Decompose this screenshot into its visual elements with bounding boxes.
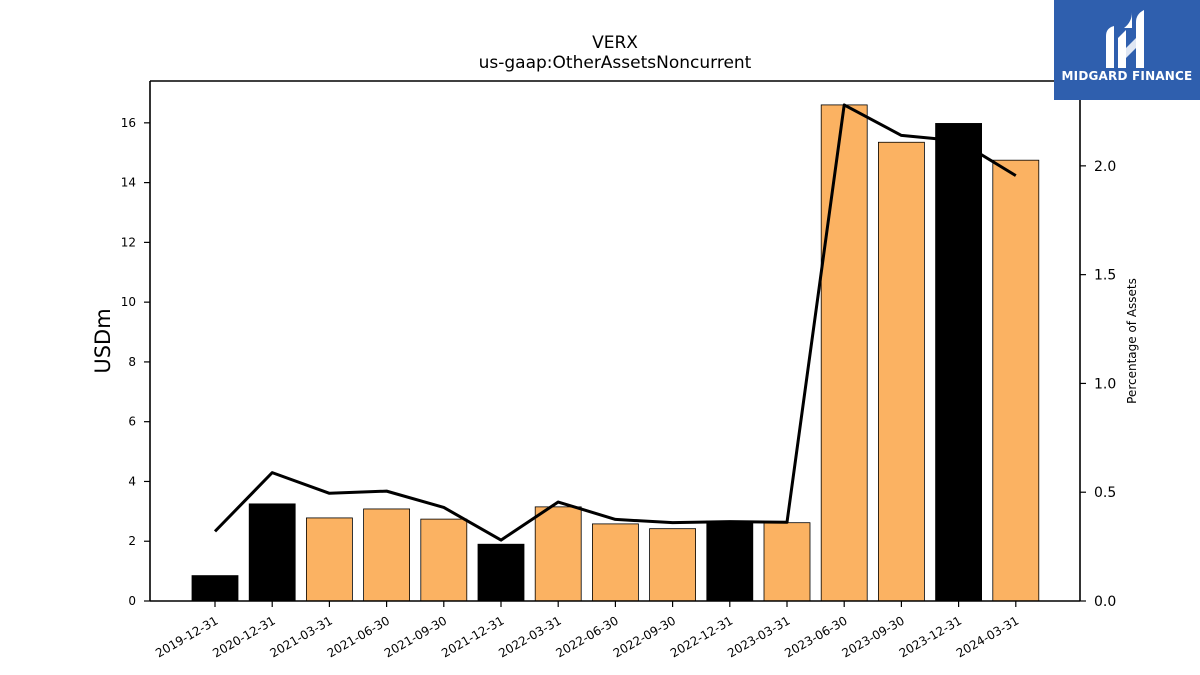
bar-2023-12-31 bbox=[935, 123, 982, 602]
y2-tick-label: 0.0 bbox=[1094, 594, 1116, 610]
y-tick-label: 0 bbox=[128, 594, 136, 608]
y-tick-label: 2 bbox=[128, 534, 136, 548]
y2-tick-label: 1.5 bbox=[1094, 268, 1116, 284]
bar-2022-09-30 bbox=[649, 528, 696, 602]
x-tick-label: 2023-06-30 bbox=[782, 613, 849, 660]
x-tick-label: 2021-09-30 bbox=[382, 613, 449, 660]
bar-2022-12-31 bbox=[706, 520, 754, 602]
chart-subtitle: us-gaap:OtherAssetsNoncurrent bbox=[479, 53, 752, 73]
bar-2019-12-31 bbox=[191, 575, 239, 602]
x-tick-label: 2021-12-31 bbox=[439, 613, 506, 660]
y2-tick-label: 1.0 bbox=[1094, 376, 1116, 392]
y2-axis-label: Percentage of Assets bbox=[1125, 278, 1139, 404]
bar-2023-09-30 bbox=[878, 141, 925, 602]
bar-2021-09-30 bbox=[420, 518, 468, 602]
y-tick-label: 8 bbox=[128, 355, 136, 369]
x-tick-label: 2022-12-31 bbox=[668, 613, 735, 660]
y-tick-label: 4 bbox=[128, 474, 136, 488]
y-tick-label: 16 bbox=[121, 116, 136, 130]
x-tick-label: 2022-06-30 bbox=[553, 613, 620, 660]
chart-title: VERX bbox=[592, 33, 638, 53]
bar-2021-03-31 bbox=[305, 517, 353, 602]
x-tick-label: 2023-12-31 bbox=[897, 613, 964, 660]
bar-2021-06-30 bbox=[363, 508, 411, 602]
y-tick-label: 6 bbox=[128, 415, 136, 429]
bar-2020-12-31 bbox=[248, 503, 296, 602]
y2-tick-label: 2.0 bbox=[1094, 159, 1116, 175]
x-tick-label: 2021-06-30 bbox=[325, 613, 392, 660]
x-tick-label: 2020-12-31 bbox=[210, 613, 277, 660]
y-tick-label: 10 bbox=[121, 295, 136, 309]
bar-2024-03-31 bbox=[992, 159, 1040, 602]
x-tick-label: 2022-03-31 bbox=[496, 613, 563, 660]
y-tick-label: 14 bbox=[121, 176, 136, 190]
y2-tick-label: 0.5 bbox=[1094, 485, 1116, 501]
bar-2023-06-30 bbox=[820, 104, 868, 602]
x-tick-label: 2023-09-30 bbox=[839, 613, 906, 660]
logo-text: MIDGARD FINANCE bbox=[1061, 69, 1193, 83]
logo-mark-icon bbox=[1106, 10, 1144, 68]
bar-2021-12-31 bbox=[477, 543, 525, 602]
bar-2022-03-31 bbox=[534, 506, 582, 602]
y-axis-label: USDm bbox=[91, 308, 115, 373]
x-tick-label: 2022-09-30 bbox=[611, 613, 678, 660]
x-tick-label: 2021-03-31 bbox=[267, 613, 334, 660]
x-tick-label: 2024-03-31 bbox=[954, 613, 1021, 660]
y-tick-label: 12 bbox=[121, 235, 136, 249]
x-tick-label: 2019-12-31 bbox=[153, 613, 220, 660]
x-tick-label: 2023-03-31 bbox=[725, 613, 792, 660]
bar-2022-06-30 bbox=[592, 523, 639, 602]
bar-2023-03-31 bbox=[763, 522, 811, 602]
midgard-finance-logo: MIDGARD FINANCE bbox=[1054, 0, 1200, 100]
